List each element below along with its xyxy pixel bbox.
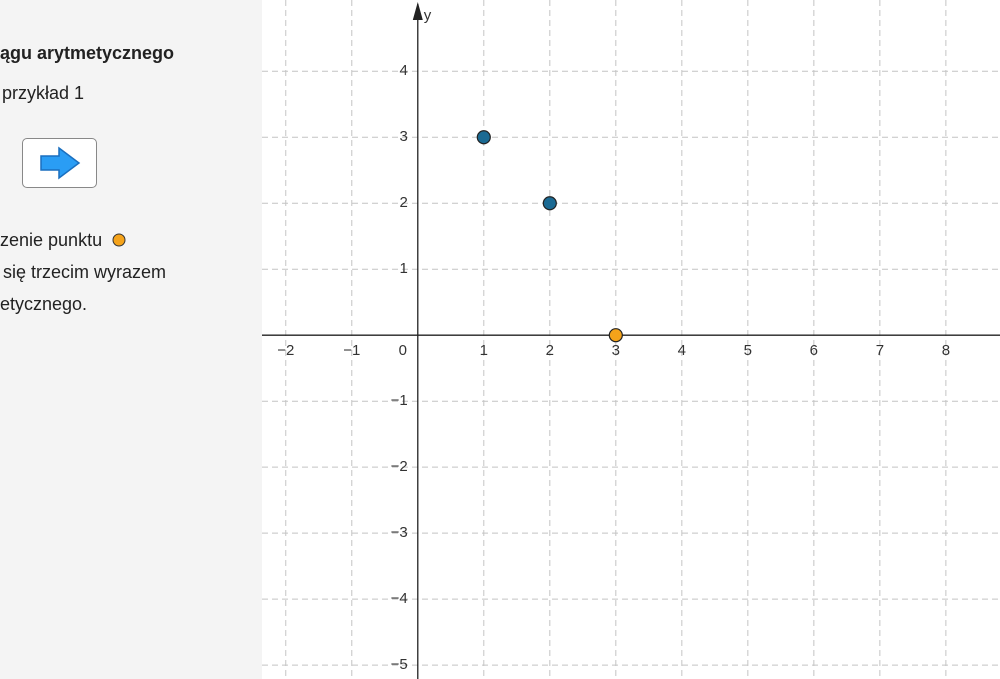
- x-tick-label: 1: [480, 342, 488, 359]
- x-tick-label: −2: [277, 342, 294, 359]
- x-tick-label: −1: [343, 342, 360, 359]
- y-tick-label: −2: [391, 458, 408, 475]
- y-tick-label: −5: [391, 656, 408, 673]
- example-label: przykład 1: [2, 83, 85, 103]
- y-tick-label: 2: [399, 194, 407, 211]
- x-tick-label: 8: [942, 342, 950, 359]
- y-tick-label: −1: [391, 392, 408, 409]
- x-tick-label: 5: [744, 342, 752, 359]
- text-line: etycznego.: [0, 294, 88, 314]
- y-tick-label: 1: [399, 260, 407, 277]
- arrow-icon: [40, 146, 81, 180]
- point: [608, 328, 623, 343]
- sidebar: ągu arytmetycznego przykład 1 zenie punk…: [0, 0, 262, 679]
- y-tick-label: 3: [399, 128, 407, 145]
- y-axis-label: y: [424, 7, 432, 24]
- next-button[interactable]: [22, 138, 97, 188]
- text-line: zenie punktu: [0, 230, 127, 251]
- y-axis-arrow: [412, 2, 423, 20]
- y-tick-label: −4: [391, 590, 408, 607]
- y-tick-label: −3: [391, 524, 408, 541]
- x-tick-label: 3: [612, 342, 620, 359]
- title: ągu arytmetycznego: [0, 43, 175, 63]
- origin-label: 0: [399, 342, 407, 359]
- text: zenie punktu: [0, 230, 103, 250]
- x-tick-label: 4: [678, 342, 686, 359]
- x-tick-label: 7: [876, 342, 884, 359]
- text-line: się trzecim wyrazem: [3, 262, 167, 282]
- point-icon: [112, 233, 126, 247]
- point: [542, 196, 557, 211]
- x-tick-label: 6: [810, 342, 818, 359]
- y-tick-label: 4: [399, 62, 407, 79]
- x-tick-label: 2: [546, 342, 554, 359]
- point: [476, 130, 491, 145]
- graph: −2 −1 1 2 3 4 5 6 7 8 −5 −4 −3 −2 −1 1 2 3 4 y 0: [262, 0, 1000, 679]
